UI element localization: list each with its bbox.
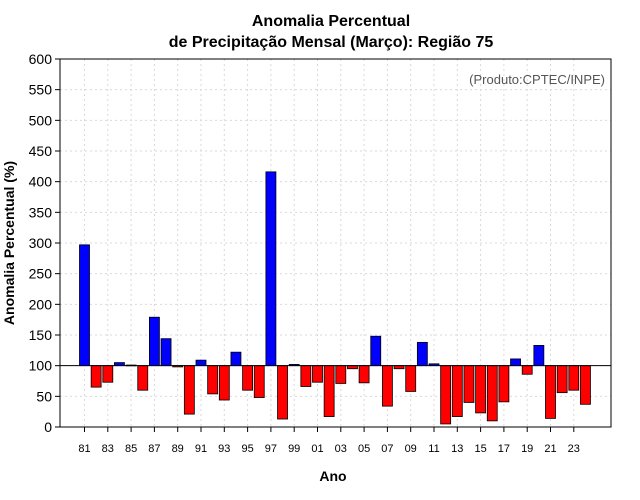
- bar-09: [405, 365, 417, 392]
- bar-03: [335, 365, 347, 384]
- x-tick-label: 09: [405, 443, 417, 455]
- x-tick-label: 19: [521, 443, 533, 455]
- bar-17: [498, 365, 510, 403]
- bar-22: [556, 365, 568, 394]
- y-tick-label: 500: [29, 112, 53, 128]
- x-tick-label: 07: [381, 443, 393, 455]
- y-tick-label: 600: [29, 51, 53, 67]
- x-tick-label: 85: [125, 443, 137, 455]
- bar-96: [253, 365, 265, 398]
- bar-16: [486, 365, 498, 422]
- x-tick-label: 87: [148, 443, 160, 455]
- bar-98: [277, 365, 288, 420]
- bar-13: [451, 365, 463, 417]
- bar-87: [148, 316, 160, 367]
- chart-title-line1: Anomalia Percentual: [252, 13, 410, 30]
- y-axis: 0 50 100 150 200 250 300 350 400 450 500 550 600: [29, 51, 60, 435]
- x-tick-label: 97: [265, 443, 277, 455]
- bar-14: [463, 365, 475, 403]
- bar-06: [370, 335, 382, 367]
- chart-title-line2: de Precipitação Mensal (Março): Região 7…: [169, 34, 494, 51]
- bar-81: [79, 244, 90, 367]
- bar-15: [475, 365, 487, 414]
- x-tick-label: 99: [288, 443, 300, 455]
- bar-83: [102, 365, 114, 383]
- bar-12: [440, 365, 452, 425]
- bar-91: [195, 359, 207, 367]
- x-tick-label: 21: [544, 443, 556, 455]
- y-tick-label: 250: [29, 266, 53, 282]
- bar-86: [137, 365, 149, 391]
- bar-94: [230, 351, 242, 367]
- y-tick-label: 550: [29, 82, 53, 98]
- bar-20: [533, 345, 545, 367]
- y-tick-label: 100: [29, 358, 53, 374]
- x-tick-label: 15: [474, 443, 486, 455]
- y-axis-title: Anomalia Percentual (%): [1, 161, 17, 325]
- bar-82: [90, 365, 102, 388]
- x-axis: 81 83 85 87 89 91 93 95 97 99 01 03 05 07 09 11 13 15 17 19…: [78, 427, 580, 455]
- bars: [79, 171, 591, 425]
- y-tick-label: 0: [44, 419, 52, 435]
- bar-24: [580, 365, 591, 405]
- bar-02: [323, 365, 335, 417]
- x-tick-label: 03: [335, 443, 347, 455]
- x-tick-label: 17: [498, 443, 510, 455]
- bar-19: [521, 365, 533, 375]
- y-tick-label: 400: [29, 174, 53, 190]
- bar-88: [160, 338, 172, 367]
- x-tick-label: 05: [358, 443, 370, 455]
- bar-10: [416, 341, 428, 367]
- x-axis-title: Ano: [319, 468, 346, 484]
- bar-90: [183, 365, 195, 415]
- x-tick-label: 81: [78, 443, 90, 455]
- bar-21: [545, 365, 556, 419]
- credit-text: (Produto:CPTEC/INPE): [469, 72, 605, 87]
- y-tick-label: 200: [29, 296, 53, 312]
- y-tick-label: 150: [29, 327, 53, 343]
- y-tick-label: 50: [36, 388, 52, 404]
- y-tick-label: 350: [29, 204, 53, 220]
- bar-23: [568, 365, 580, 391]
- y-tick-label: 450: [29, 143, 53, 159]
- x-tick-label: 91: [195, 443, 207, 455]
- bar-00: [300, 365, 312, 387]
- y-tick-label: 300: [29, 235, 53, 251]
- x-tick-label: 95: [241, 443, 253, 455]
- x-tick-label: 11: [428, 443, 439, 455]
- bar-93: [218, 365, 230, 401]
- x-tick-label: 93: [218, 443, 230, 455]
- x-tick-label: 89: [172, 443, 184, 455]
- bar-01: [312, 365, 323, 383]
- x-tick-label: 13: [451, 443, 463, 455]
- bar-95: [242, 365, 254, 391]
- x-tick-label: 01: [311, 443, 323, 455]
- x-tick-label: 83: [102, 443, 114, 455]
- bar-05: [358, 365, 370, 384]
- bar-97: [265, 171, 277, 367]
- bar-92: [207, 365, 219, 395]
- x-tick-label: 23: [568, 443, 580, 455]
- bar-18: [510, 358, 521, 367]
- bar-07: [381, 365, 393, 407]
